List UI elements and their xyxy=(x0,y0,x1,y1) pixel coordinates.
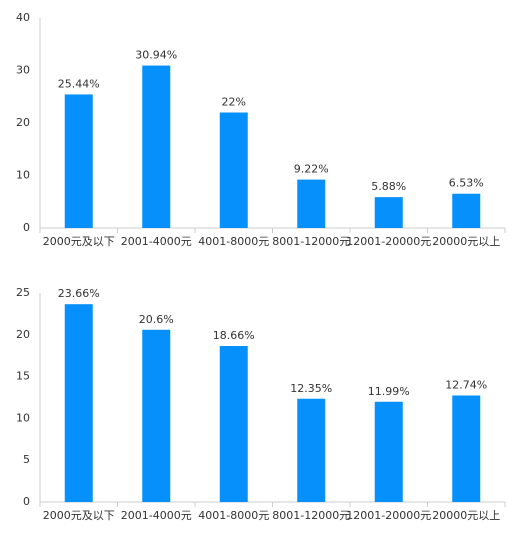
bar xyxy=(142,329,171,502)
y-tick-label: 20 xyxy=(16,116,30,129)
x-tick-label: 20000元以上 xyxy=(432,235,500,248)
y-tick-label: 25 xyxy=(16,286,30,299)
x-tick-label: 12001-20000元 xyxy=(346,509,431,522)
bar xyxy=(452,395,481,502)
x-tick-label: 4001-8000元 xyxy=(198,509,269,522)
x-tick-label: 4001-8000元 xyxy=(198,235,269,248)
value-label: 23.66% xyxy=(58,287,100,300)
x-tick-label: 12001-20000元 xyxy=(346,235,431,248)
y-tick-label: 30 xyxy=(16,64,30,77)
value-label: 12.74% xyxy=(445,378,487,391)
bar xyxy=(142,65,171,228)
value-label: 11.99% xyxy=(368,385,410,398)
y-tick-label: 5 xyxy=(23,453,30,466)
bar xyxy=(297,398,326,502)
y-tick-label: 20 xyxy=(16,328,30,341)
value-label: 20.6% xyxy=(139,313,174,326)
bar xyxy=(64,304,93,502)
value-label: 18.66% xyxy=(213,329,255,342)
value-label: 9.22% xyxy=(294,163,329,176)
value-label: 25.44% xyxy=(58,77,100,90)
x-tick-label: 2001-4000元 xyxy=(121,235,192,248)
bar xyxy=(374,197,403,228)
y-tick-label: 10 xyxy=(16,169,30,182)
y-tick-label: 0 xyxy=(23,495,30,508)
x-tick-label: 2000元及以下 xyxy=(43,235,115,248)
x-tick-label: 20000元以上 xyxy=(432,509,500,522)
bar xyxy=(297,179,326,228)
value-label: 22% xyxy=(222,96,246,109)
y-tick-label: 15 xyxy=(16,370,30,383)
x-tick-label: 8001-12000元 xyxy=(272,235,350,248)
y-tick-label: 40 xyxy=(16,11,30,24)
bar xyxy=(64,94,93,228)
value-label: 5.88% xyxy=(371,180,406,193)
value-label: 30.94% xyxy=(135,49,177,62)
bar xyxy=(374,401,403,502)
bar xyxy=(219,346,248,502)
y-tick-label: 0 xyxy=(23,221,30,234)
x-tick-label: 2001-4000元 xyxy=(121,509,192,522)
value-label: 6.53% xyxy=(449,177,484,190)
value-label: 12.35% xyxy=(290,382,332,395)
x-tick-label: 8001-12000元 xyxy=(272,509,350,522)
x-tick-label: 2000元及以下 xyxy=(43,509,115,522)
bar xyxy=(219,112,248,228)
bar xyxy=(452,193,481,228)
y-tick-label: 10 xyxy=(16,411,30,424)
